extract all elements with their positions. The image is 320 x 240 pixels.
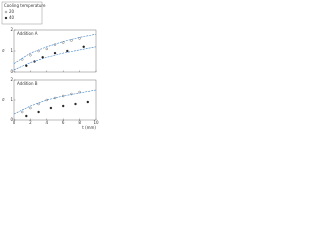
point xyxy=(82,45,85,48)
chart: Addition A σ 0 1 2 Addition B σ 0 1 20 2 4 6 8 10t (mm… xyxy=(1,1,99,130)
legend-marker xyxy=(4,10,8,14)
x-tick-label: 6 xyxy=(62,120,65,125)
point xyxy=(29,106,32,110)
y-tick-label: 2 xyxy=(10,27,13,32)
point xyxy=(86,100,90,104)
legend-label: 20 xyxy=(9,9,15,14)
point xyxy=(66,49,69,53)
legend-box xyxy=(1,1,43,25)
point xyxy=(53,51,57,55)
plot-frame xyxy=(13,79,97,121)
y-axis-label: σ xyxy=(2,48,5,53)
point xyxy=(21,110,24,114)
y-tick-label: 0 xyxy=(10,69,13,74)
x-tick-label: 4 xyxy=(46,120,49,125)
point xyxy=(37,110,40,114)
legend-marker xyxy=(4,16,8,20)
x-tick-label: 10 xyxy=(93,120,99,125)
point xyxy=(41,56,44,59)
fit-line xyxy=(13,46,97,71)
point xyxy=(29,54,32,57)
fit-line xyxy=(13,33,97,64)
point xyxy=(37,102,40,106)
x-tick-label: 8 xyxy=(78,120,81,125)
point xyxy=(62,41,65,44)
fit-line xyxy=(13,89,97,115)
page: {"chart_data": [ {"type": "scatter", "ti… xyxy=(0,0,100,132)
x-tick-label: 0 xyxy=(13,120,16,125)
y-tick-label: 2 xyxy=(10,77,13,82)
point xyxy=(62,104,65,108)
point xyxy=(70,39,73,42)
y-tick-label: 1 xyxy=(10,48,13,53)
point xyxy=(45,47,48,51)
point xyxy=(49,106,53,110)
y-tick-label: 1 xyxy=(10,97,13,102)
point xyxy=(25,114,28,118)
panel-title: Addition B xyxy=(17,81,38,86)
legend-title: Cooling temperature xyxy=(4,3,46,8)
panel-title: Addition A xyxy=(17,31,38,36)
y-axis-label: σ xyxy=(2,97,5,102)
y-tick-label: 0 xyxy=(10,117,13,122)
x-tick-label: 2 xyxy=(29,120,32,125)
x-axis-label: t (mm) xyxy=(82,125,96,130)
point xyxy=(78,37,81,40)
point xyxy=(74,102,77,106)
legend-label: 40 xyxy=(9,15,15,20)
